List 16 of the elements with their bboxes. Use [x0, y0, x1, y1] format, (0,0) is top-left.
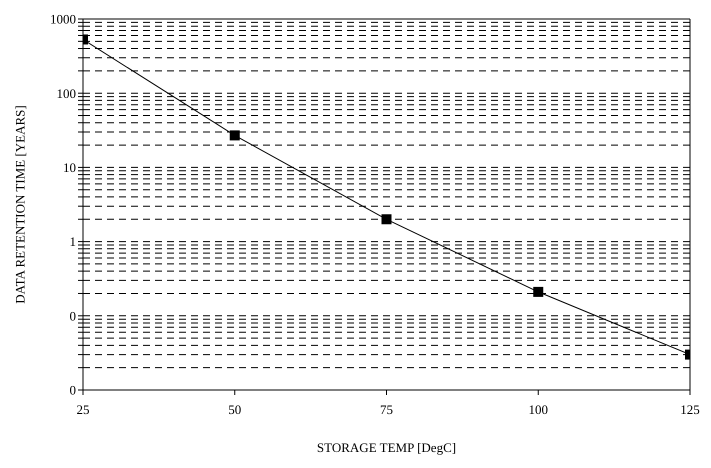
x-tick-label: 50	[228, 402, 242, 418]
y-tick-label: 1000	[50, 12, 76, 27]
point	[230, 130, 240, 140]
y-tick-label: 0	[70, 308, 76, 324]
y-axis-title: DATA RETENTION TIME [YEARS]	[12, 105, 28, 304]
y-tick-label: 1	[70, 234, 76, 250]
point	[533, 286, 544, 297]
y-tick-label: 10	[63, 160, 76, 176]
x-tick-label: 100	[528, 402, 548, 418]
x-tick-label: 125	[680, 402, 700, 418]
x-tick-label: 75	[380, 402, 393, 418]
x-tick-label: 25	[76, 402, 90, 418]
point	[382, 214, 392, 224]
y-tick-label: 100	[56, 86, 76, 101]
x-axis-title: STORAGE TEMP [DegC]	[316, 440, 456, 455]
y-tick-label: 0	[70, 382, 76, 398]
